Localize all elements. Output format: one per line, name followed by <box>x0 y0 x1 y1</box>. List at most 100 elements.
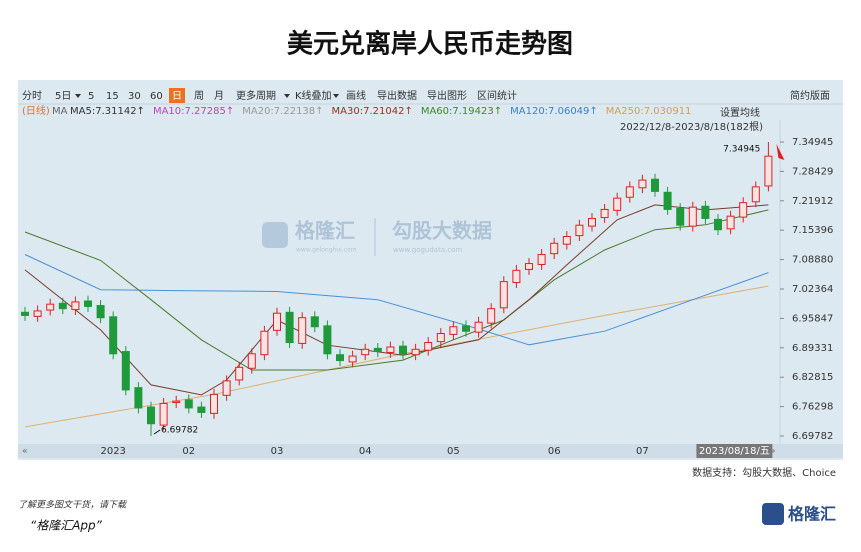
y-tick-label: 7.08880 <box>792 255 833 266</box>
candle-body <box>373 347 382 353</box>
y-tick-label: 6.95847 <box>792 313 833 324</box>
candle-body <box>751 186 760 203</box>
ma-legend: MA10:7.27285↑ <box>153 106 234 117</box>
candle-body <box>197 406 206 413</box>
y-tick-label: 6.76298 <box>792 402 833 413</box>
candle-body <box>474 321 483 333</box>
page-title: 美元兑离岸人民币走势图 <box>287 29 573 60</box>
x-tick-label: 03 <box>271 446 284 457</box>
candle-body <box>411 348 420 356</box>
period-label: (日线) <box>22 104 50 117</box>
candle-body <box>121 351 130 391</box>
ma-settings[interactable]: 设置均线 <box>720 106 760 119</box>
candle-body <box>701 205 710 219</box>
toolbar-item[interactable]: 更多周期 <box>236 89 276 102</box>
toolbar-item[interactable]: K线叠加 <box>295 89 332 102</box>
toolbar-item[interactable]: 30 <box>128 91 141 102</box>
ma-legend: MA30:7.21042↑ <box>332 106 413 117</box>
candle-body <box>298 317 307 344</box>
candle-body <box>537 254 546 265</box>
candle-body <box>739 202 748 218</box>
candle-body <box>310 316 319 328</box>
watermark-data-site: www.gogudata.com <box>393 246 462 254</box>
x-tick-label: 2023 <box>100 446 125 457</box>
candle-body <box>462 325 470 332</box>
toolbar-item[interactable]: 画线 <box>346 89 366 102</box>
y-tick-label: 7.34945 <box>792 137 833 148</box>
candle-body <box>159 402 168 426</box>
candle-body <box>676 208 685 226</box>
candle-body <box>651 178 659 192</box>
y-tick-label: 7.21912 <box>792 196 833 207</box>
ma-legend: MA20:7.22138↑ <box>242 106 323 117</box>
toolbar-active <box>169 88 185 103</box>
candle-body <box>260 330 269 356</box>
candle-body <box>134 387 143 409</box>
candle-body <box>764 155 773 187</box>
layout-button[interactable]: 简约版面 <box>790 89 830 102</box>
candle-body <box>487 308 496 324</box>
y-tick-label: 6.89331 <box>792 343 833 354</box>
candle-body <box>172 400 181 404</box>
dropdown-arrow <box>75 94 81 98</box>
candle-body <box>663 191 672 210</box>
x-tick-label: 02 <box>182 446 195 457</box>
y-tick-label: 7.02364 <box>792 284 833 295</box>
toolbar-item[interactable]: 分时 <box>22 90 42 102</box>
y-tick-label: 6.69782 <box>792 431 833 442</box>
dropdown-arrow <box>284 94 290 98</box>
toolbar-item[interactable]: 60 <box>150 91 163 102</box>
candle-body <box>46 303 55 311</box>
ma-prefix: MA <box>52 106 68 117</box>
x-tick-label: 04 <box>359 446 372 457</box>
candle-body <box>184 399 193 409</box>
candle-body <box>348 355 357 363</box>
candle-body <box>638 179 647 189</box>
candle-body <box>399 345 407 355</box>
toolbar-item[interactable]: 15 <box>106 91 119 102</box>
x-tick-label: 06 <box>548 446 561 457</box>
watermark-logo <box>262 222 288 248</box>
candle-body <box>33 310 42 317</box>
candle-body <box>550 242 559 255</box>
candle-body <box>588 217 596 227</box>
x-tick-label: 07 <box>636 446 649 457</box>
chart-panel <box>18 80 843 460</box>
toolbar-item[interactable]: 5 <box>88 91 94 102</box>
watermark: 格隆汇 www.gelonghui.com 勾股大数据 www.gogudata… <box>262 218 492 256</box>
y-tick-label: 7.15396 <box>792 225 833 236</box>
toolbar-item[interactable]: 导出图形 <box>427 89 467 102</box>
ma-legend: MA250:7.030911 <box>606 106 692 117</box>
watermark-brand: 格隆汇 <box>295 219 355 243</box>
candle-body <box>247 353 256 369</box>
candle-body <box>436 333 445 343</box>
candle-body <box>688 206 697 227</box>
candle-body <box>323 325 332 355</box>
toolbar-item[interactable]: 导出数据 <box>377 89 417 102</box>
candle-body <box>84 300 92 307</box>
footer-logo-icon <box>762 503 784 525</box>
candle-body <box>336 354 344 362</box>
watermark-data-brand: 勾股大数据 <box>392 219 492 243</box>
scroll-right[interactable]: » <box>770 447 776 457</box>
y-tick-label: 7.28429 <box>792 166 833 177</box>
high-annotation: 7.34945 <box>723 145 760 155</box>
toolbar-item[interactable]: 区间统计 <box>477 89 517 102</box>
dropdown-arrow <box>333 94 339 98</box>
toolbar-item[interactable]: 月 <box>214 90 224 102</box>
low-annotation: 6.69782 <box>161 426 198 436</box>
candle-body <box>147 406 155 425</box>
toolbar-item[interactable]: 5日 <box>55 91 71 102</box>
footer-logo: 格隆汇 <box>788 505 836 524</box>
toolbar-item[interactable]: 周 <box>194 90 204 102</box>
candle-body <box>525 263 533 270</box>
candle-body <box>512 269 521 284</box>
watermark-site: www.gelonghui.com <box>296 247 357 254</box>
candle-body <box>499 281 508 309</box>
toolbar-item[interactable]: 日 <box>172 91 182 102</box>
ma-legend: MA120:7.06049↑ <box>510 106 598 117</box>
scroll-left[interactable]: « <box>22 447 28 457</box>
high-arrow <box>776 144 785 160</box>
ma-legend: MA60:7.19423↑ <box>421 106 502 117</box>
x-axis-bar <box>18 444 843 458</box>
